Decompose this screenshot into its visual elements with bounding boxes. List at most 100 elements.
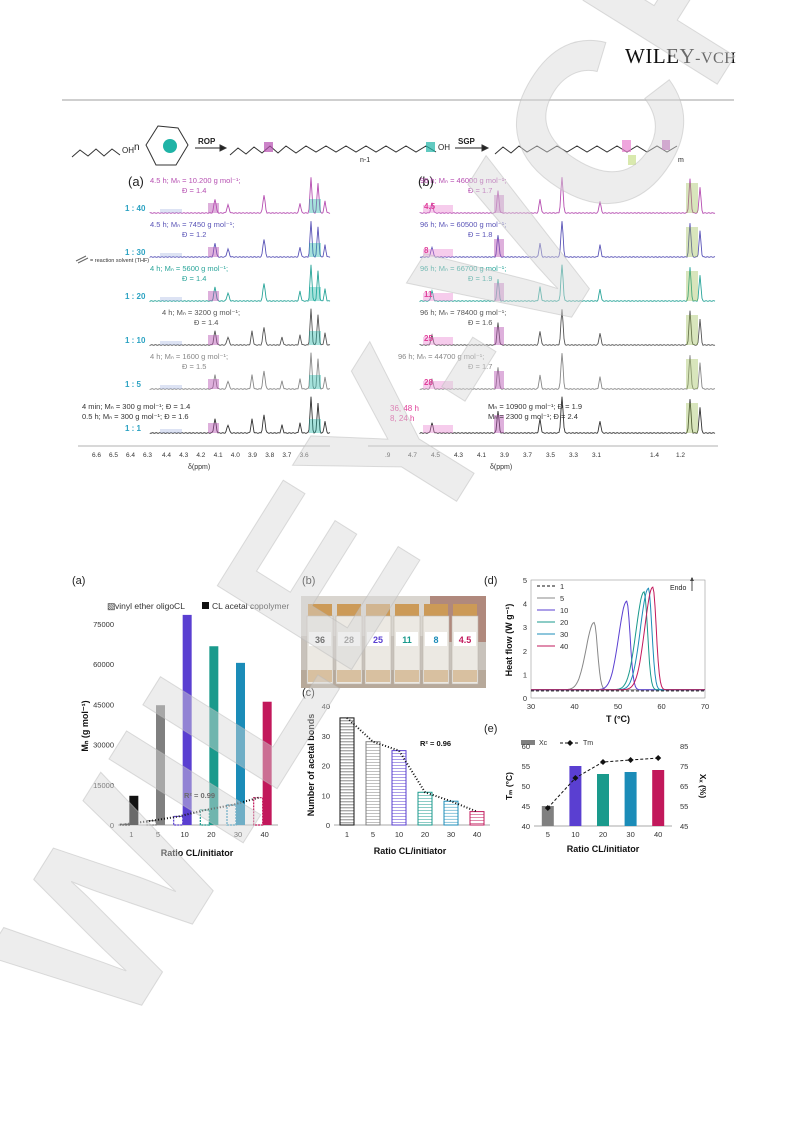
bar-copolymer-4 (236, 662, 245, 825)
endo-label: Endo (670, 585, 686, 592)
nmr-ratio-b-0: 4.5 (424, 202, 436, 211)
legend-text-d-5: 40 (560, 642, 568, 651)
nmr-tick-b-4: 4.1 (477, 452, 486, 459)
ytick-a-2: 30000 (93, 741, 114, 750)
sgp-label: SGP (458, 137, 476, 146)
highlight-acetal-b-2 (423, 293, 453, 301)
highlight-vinyl-a-5 (208, 423, 219, 433)
vial-powder-4 (424, 670, 448, 682)
xtick-c-5: 40 (473, 830, 481, 839)
highlight-vinyl-region-a-4 (160, 385, 182, 389)
nmr-trace-a-2 (149, 264, 331, 303)
nmr-axis-b-label: δ(ppm) (490, 464, 512, 471)
ytick2-e-0: 45 (680, 822, 688, 831)
nmr-label1-a-4: 4 h; Mₙ = 1600 g mol⁻¹; (150, 352, 228, 361)
vial-label-5: 4.5 (459, 635, 472, 645)
nmr-axis-a: 6.6 6.5 6.4 6.3 4.4 4.3 4.2 4.1 4.0 3.9 3.8 3.7 3.6 (92, 452, 309, 459)
ylabel-d: Heat flow (W g⁻¹) (504, 604, 514, 677)
nmr-ratio-b-5: 36, 48 h (390, 404, 419, 413)
nmr-label2-a-4: Ð = 1.5 (182, 362, 206, 371)
xtick-d-2: 50 (614, 702, 622, 711)
nmr-tick-a-0: 6.6 (92, 452, 101, 459)
highlight-vinyl-region-a-1 (160, 253, 182, 257)
dsc-curve-10 (531, 600, 705, 691)
xtick-a-4: 30 (234, 830, 242, 839)
nmr-ratio-b-4: 28 (424, 378, 433, 387)
highlight-ch3-b-5 (686, 403, 698, 433)
nmr-tick-b-6: 3.7 (523, 452, 532, 459)
nmr-ratio-a-2: 1 : 20 (125, 292, 146, 301)
highlight-ch2oh-a-2 (309, 287, 321, 301)
ytick-e-0: 40 (522, 822, 530, 831)
ytick2-e-4: 85 (680, 742, 688, 751)
nmr-ratio-b-1: 8 (424, 246, 429, 255)
ytick2-e-1: 55 (680, 802, 688, 811)
nmr-panel-b-label: (b) (418, 174, 434, 189)
xtick-c-1: 5 (371, 830, 375, 839)
nmr-tick-a-7: 4.1 (214, 452, 223, 459)
ytick-d-1: 1 (523, 670, 527, 679)
ytick-d-4: 4 (523, 600, 527, 609)
nmr-tick-a-11: 3.7 (282, 452, 291, 459)
nmr-tick-a-9: 3.9 (248, 452, 257, 459)
scheme-n: n (134, 142, 140, 153)
highlight-vinyl-region-a-3 (160, 341, 182, 345)
nmr-label1-b-4: 96 h; Mₙ = 44700 g mol⁻¹; (398, 352, 484, 361)
nmr-tick-b-0: .9 (385, 452, 391, 459)
nmr-ratio-b-2: 11 (424, 290, 433, 299)
highlight-acetal-b-3 (423, 337, 453, 345)
ytick-e-3: 55 (522, 762, 530, 771)
nmr-figure: OH n ROP OH n-1 SGP m (a) (b) = reaction… (71, 125, 718, 471)
xtick-c-3: 20 (421, 830, 429, 839)
bar-acetal-1 (365, 741, 381, 826)
bar-copolymer-3 (209, 646, 219, 825)
vial-powder-1 (337, 670, 361, 682)
highlight-ch2-b-5 (494, 415, 504, 433)
bar-xc-2 (597, 774, 609, 826)
ytick-c-0: 0 (326, 821, 330, 830)
nmr-tick-b-5: 3.9 (500, 452, 509, 459)
nmr-spectra-a: 1 : 404.5 h; Mₙ = 10.200 g mol⁻¹;Ð = 1.4… (82, 176, 331, 434)
ytick2-e-3: 75 (680, 762, 688, 771)
nmr-label2-b-5: Mₙ = 2300 g mol⁻¹; Ð = 2.4 (488, 412, 578, 421)
bar-acetal-2 (391, 750, 407, 826)
nmr-label2-a-0: Ð = 1.4 (182, 186, 206, 195)
bar-xc-4 (652, 770, 665, 826)
highlight-ch2oh-a-1 (309, 243, 321, 257)
legend-oligocl: vinyl ether oligoCL (115, 601, 185, 611)
xtick-d-1: 40 (570, 702, 578, 711)
highlight-ch2-b-4 (494, 371, 504, 389)
ytick-a-5: 75000 (93, 620, 114, 629)
bar-oligocl-5 (253, 797, 264, 826)
nmr-tick-b-3: 4.3 (454, 452, 463, 459)
highlight-vinyl-a-3 (208, 335, 219, 345)
ytick-d-0: 0 (523, 694, 527, 703)
highlight-vinyl-a-1 (208, 247, 219, 257)
chart-molar-mass: 0 15000 30000 45000 60000 75000 1 5 10 20 30 40 R² =… (80, 614, 278, 858)
nmr-label1-a-5: 4 min; Mₙ = 300 g mol⁻¹; Ð = 1.4 (82, 402, 190, 411)
legend-text-d-2: 10 (560, 606, 568, 615)
bar-oligocl-2 (173, 815, 184, 826)
plot-frame-d (530, 579, 706, 699)
nmr-tick-b-9: 3.1 (592, 452, 601, 459)
trendline-c (346, 717, 478, 813)
nmr-tick-a-4: 4.4 (162, 452, 171, 459)
legend-copolymer: CL acetal copolymer (212, 601, 289, 611)
xtick-a-5: 40 (260, 830, 268, 839)
nmr-tick-b-8: 3.3 (569, 452, 578, 459)
vial-powder-3 (395, 670, 419, 682)
nmr-tick-a-8: 4.0 (231, 452, 240, 459)
bar-oligocl-4 (226, 804, 237, 826)
nmr-label1-b-2: 96 h; Mₙ = 66700 g mol⁻¹; (420, 264, 506, 273)
nmr-trace-a-3 (149, 308, 331, 347)
xtick-d-4: 70 (701, 702, 709, 711)
vial-cap-1 (337, 604, 361, 616)
nmr-label2-a-3: Ð = 1.4 (194, 318, 218, 327)
vial-cap-4 (424, 604, 448, 616)
ytick-d-2: 2 (523, 647, 527, 656)
xlabel-a: Ratio CL/initiator (161, 848, 234, 858)
nmr-trace-a-4 (149, 352, 331, 390)
nmr-tick-a-2: 6.4 (126, 452, 135, 459)
bar-copolymer-0 (129, 795, 139, 825)
